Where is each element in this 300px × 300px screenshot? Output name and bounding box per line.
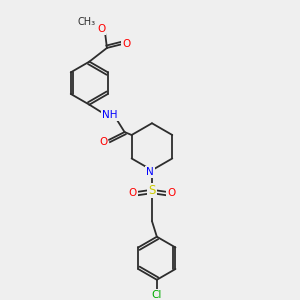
Text: S: S xyxy=(148,184,156,197)
Text: N: N xyxy=(146,167,154,177)
Text: Cl: Cl xyxy=(152,290,162,300)
Text: O: O xyxy=(99,137,107,147)
Text: O: O xyxy=(167,188,175,198)
Text: O: O xyxy=(128,188,136,198)
Text: O: O xyxy=(97,24,105,34)
Text: O: O xyxy=(122,39,130,49)
Text: CH₃: CH₃ xyxy=(77,17,95,28)
Text: NH: NH xyxy=(102,110,118,120)
